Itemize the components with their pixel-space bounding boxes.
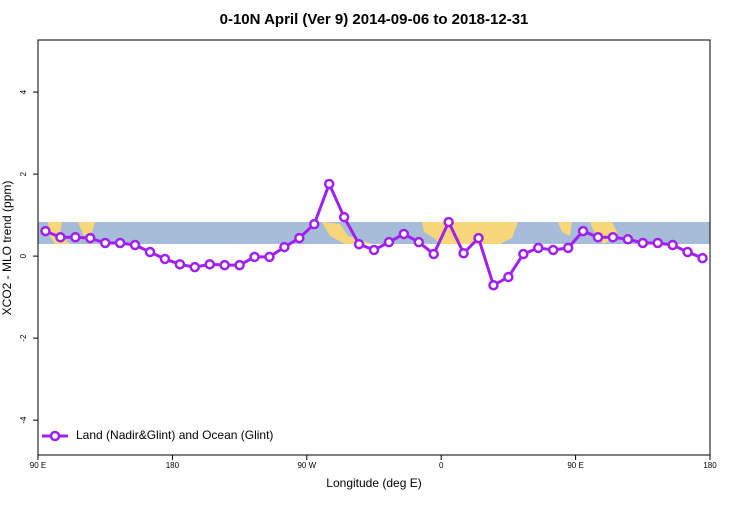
chart-title: 0-10N April (Ver 9) 2014-09-06 to 2018-1… xyxy=(220,11,529,28)
point xyxy=(279,241,290,253)
point xyxy=(443,216,454,228)
land xyxy=(78,222,95,236)
point xyxy=(353,238,365,250)
y-tick-label: -2 xyxy=(19,334,28,342)
land xyxy=(558,222,572,236)
point xyxy=(234,259,245,271)
point xyxy=(174,259,186,270)
point xyxy=(607,231,619,243)
point xyxy=(592,231,604,243)
point xyxy=(458,247,469,259)
point xyxy=(622,234,634,245)
x-tick-label: 180 xyxy=(166,461,180,470)
point xyxy=(189,261,201,273)
point xyxy=(159,253,171,265)
point xyxy=(488,279,499,291)
point xyxy=(85,232,96,244)
point xyxy=(294,232,305,244)
point xyxy=(697,252,708,264)
point xyxy=(204,259,215,270)
y-tick-label: 0 xyxy=(19,253,28,258)
point xyxy=(518,248,529,260)
land xyxy=(322,222,372,244)
point xyxy=(144,246,156,258)
point xyxy=(652,237,663,249)
x-axis-label: Longitude (deg E) xyxy=(326,476,421,490)
point xyxy=(682,246,693,258)
point xyxy=(249,251,260,263)
x-tick-label: 90 E xyxy=(567,461,583,470)
point xyxy=(577,225,589,237)
point xyxy=(129,239,141,251)
point xyxy=(533,242,544,254)
point xyxy=(219,259,230,271)
y-axis-label: XCO2 - MLO trend (ppm) xyxy=(0,181,14,316)
point xyxy=(503,271,514,283)
plot-frame xyxy=(37,39,711,456)
point xyxy=(547,244,559,256)
point xyxy=(114,237,126,249)
point xyxy=(323,178,335,190)
point xyxy=(398,228,410,240)
legend-marker xyxy=(49,430,61,442)
point xyxy=(637,237,649,249)
x-tick-label: 90 W xyxy=(297,461,316,470)
ocean-band xyxy=(38,222,710,244)
x-tick-label: 90 E xyxy=(30,461,46,470)
point xyxy=(428,248,439,260)
point xyxy=(413,236,425,248)
point xyxy=(562,242,574,254)
point xyxy=(383,236,395,248)
point xyxy=(667,239,678,251)
legend-label: Land (Nadir&Glint) and Ocean (Glint) xyxy=(76,428,273,442)
y-tick-label: 4 xyxy=(19,89,28,94)
point xyxy=(40,225,51,237)
point xyxy=(264,251,275,263)
point xyxy=(473,232,484,244)
point xyxy=(70,231,81,243)
point xyxy=(55,231,66,243)
point xyxy=(309,218,320,230)
y-tick-label: -4 xyxy=(19,416,28,424)
x-tick-label: 180 xyxy=(703,461,717,470)
x-tick-label: 0 xyxy=(439,461,444,470)
y-tick-label: 2 xyxy=(19,171,28,176)
point xyxy=(368,244,380,256)
point xyxy=(99,237,111,249)
point xyxy=(338,211,350,223)
